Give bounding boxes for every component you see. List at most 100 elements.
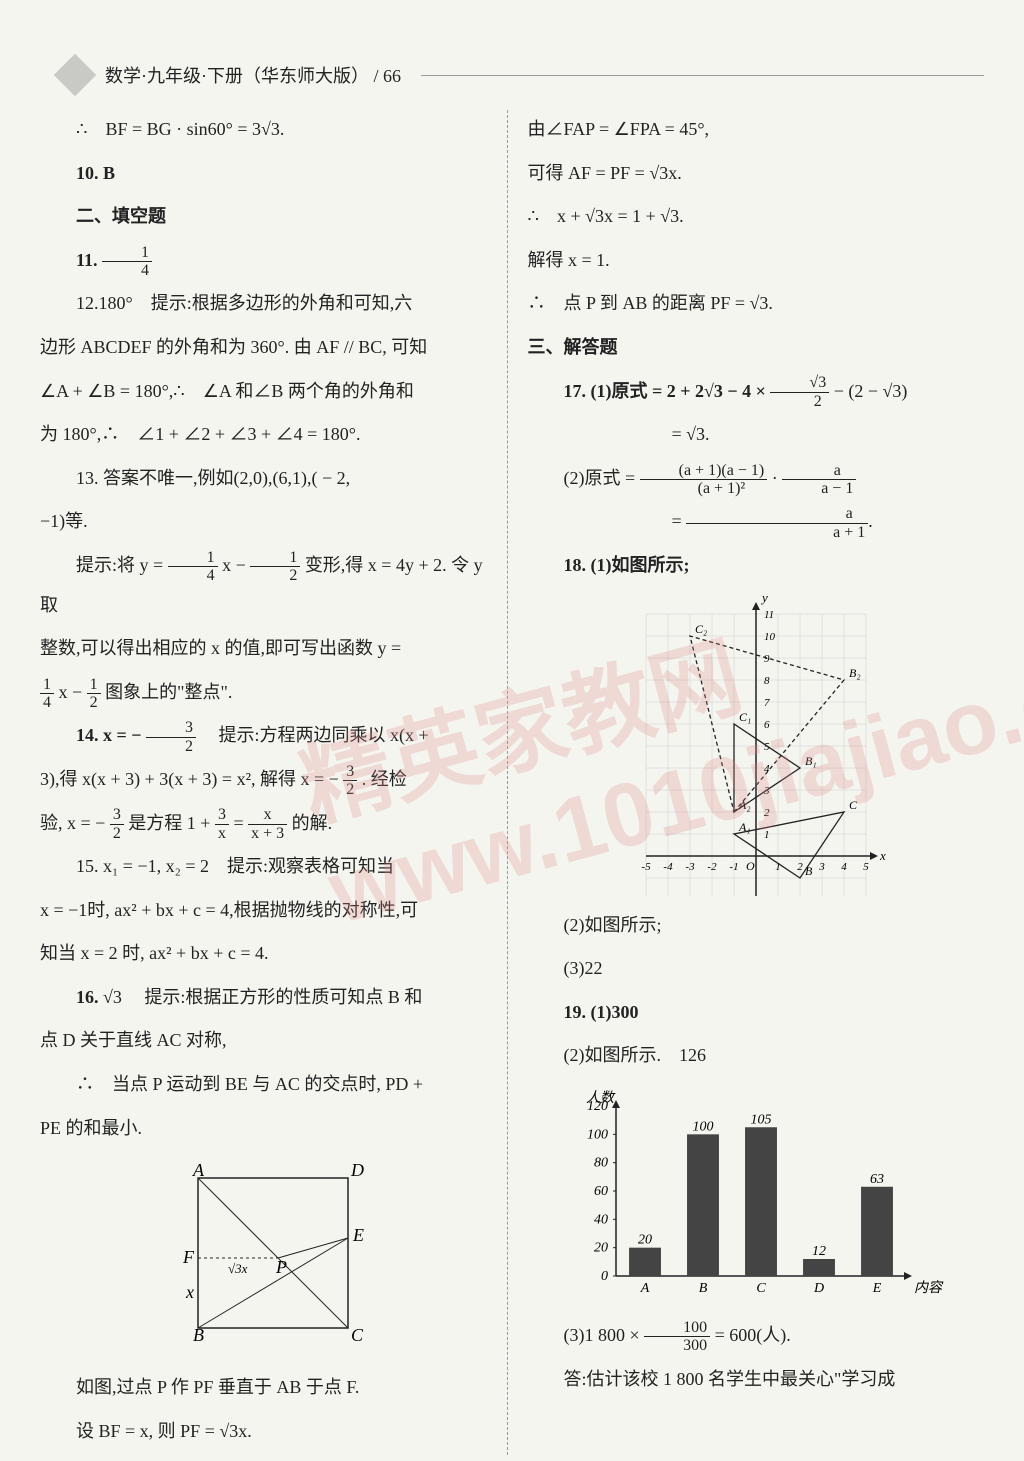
text: 边形 ABCDEF 的外角和为 360°. 由 AF // BC, 可知 — [40, 328, 497, 368]
text: 设 BF = x, 则 PF = √3x. — [40, 1412, 497, 1452]
text: · — [772, 468, 783, 488]
svg-text:A: A — [192, 1160, 205, 1180]
svg-text:-4: -4 — [663, 861, 673, 873]
text: 整数,可以得出相应的 x 的值,即可写出函数 y = — [40, 629, 497, 669]
svg-text:C: C — [756, 1281, 766, 1296]
text: −1)等. — [40, 502, 497, 542]
text: 由∠FAP = ∠FPA = 45°, — [528, 110, 985, 150]
fraction: 12 — [250, 549, 300, 585]
text: ∴ x + √3x = 1 + √3. — [528, 197, 985, 237]
svg-text:C₂: C₂ — [695, 622, 707, 636]
figure-grid: -5-4-3-2-1123451234567891011OxyA₁BCA₂B₁C… — [596, 596, 916, 896]
svg-text:100: 100 — [587, 1127, 608, 1142]
fraction: 100300 — [644, 1319, 710, 1355]
section-fill-blank: 二、填空题 — [40, 197, 497, 237]
svg-text:F: F — [182, 1247, 195, 1267]
svg-text:12: 12 — [812, 1244, 826, 1259]
fraction: 3x — [215, 806, 229, 842]
fraction: √32 — [770, 374, 829, 410]
svg-text:B₁: B₁ — [805, 754, 817, 768]
text: 答:估计该校 1 800 名学生中最关心"学习成 — [528, 1360, 985, 1400]
text: 提示:将 y = — [76, 555, 168, 575]
text: . — [280, 119, 285, 139]
svg-text:O: O — [746, 859, 755, 873]
text: 19. (1)300 — [528, 993, 985, 1033]
svg-text:-2: -2 — [707, 861, 717, 873]
fraction: aa + 1 — [686, 505, 868, 541]
text: 为 180°,∴ ∠1 + ∠2 + ∠3 + ∠4 = 180°. — [40, 415, 497, 455]
svg-text:100: 100 — [692, 1119, 713, 1134]
text: 14. x = − — [76, 725, 146, 745]
svg-text:20: 20 — [594, 1241, 608, 1256]
text: x − — [59, 682, 87, 702]
svg-text:E: E — [352, 1225, 364, 1245]
text: . 经检 — [362, 769, 407, 789]
text: (2)原式 = — [564, 468, 640, 488]
svg-text:B: B — [193, 1325, 204, 1345]
figure-bar-chart: 02040608010012020A100B105C12D63E人数内容 — [566, 1086, 946, 1306]
fraction: 32 — [146, 719, 196, 755]
text: ∴ BF = BG · sin60° = 3 — [76, 119, 261, 139]
page-header: 数学·九年级·下册（华东师大版） / 66 — [40, 60, 984, 90]
svg-text:D: D — [813, 1281, 824, 1296]
svg-text:20: 20 — [638, 1233, 652, 1248]
text: 13. 答案不唯一,例如(2,0),(6,1),( − 2, — [40, 459, 497, 499]
svg-text:B: B — [698, 1281, 707, 1296]
svg-text:2: 2 — [764, 807, 770, 819]
text: 知当 x = 2 时, ax² + bx + c = 4. — [40, 934, 497, 974]
figure-square: A D B C E F P x √3x — [158, 1158, 378, 1358]
text: 提示:根据正方形的性质可知点 B 和 — [126, 987, 422, 1007]
svg-text:5: 5 — [863, 861, 869, 873]
text: 如图,过点 P 作 PF 垂直于 AB 于点 F. — [40, 1368, 497, 1408]
fraction: 14 — [40, 676, 54, 712]
svg-text:B: B — [805, 864, 813, 878]
svg-text:2: 2 — [797, 861, 803, 873]
answer-11-label: 11. — [76, 250, 102, 270]
text: 的解. — [292, 813, 333, 833]
text: √3 — [103, 987, 122, 1007]
svg-text:人数: 人数 — [586, 1090, 616, 1106]
text: = √3. — [528, 415, 985, 455]
svg-text:P: P — [275, 1257, 287, 1277]
text: − (2 − √3) — [834, 381, 908, 401]
fraction: 32 — [343, 763, 357, 799]
text: 解得 x = 1. — [528, 241, 985, 281]
text: x − — [222, 555, 250, 575]
text: √3 — [261, 119, 280, 139]
fraction: xx + 3 — [248, 806, 287, 842]
text: 15. x₁ = −1, x₂ = 2 提示:观察表格可知当 — [40, 847, 497, 887]
text: 图象上的"整点". — [105, 682, 232, 702]
text: x = −1时, ax² + bx + c = 4,根据抛物线的对称性,可 — [40, 891, 497, 931]
svg-text:0: 0 — [601, 1269, 608, 1284]
text: 18. (1)如图所示; — [528, 546, 985, 586]
text: 17. (1)原式 = 2 + 2√3 − 4 × — [564, 381, 771, 401]
header-title: 数学·九年级·下册（华东师大版） / 66 — [105, 62, 401, 88]
text: = 600(人). — [715, 1325, 791, 1345]
text: (3)1 800 × — [564, 1325, 645, 1345]
text: 点 D 关于直线 AC 对称, — [40, 1021, 497, 1061]
text: PE 的和最小. — [40, 1109, 497, 1149]
svg-text:-5: -5 — [641, 861, 651, 873]
svg-text:40: 40 — [594, 1212, 608, 1227]
svg-text:105: 105 — [750, 1112, 771, 1127]
svg-text:60: 60 — [594, 1184, 608, 1199]
svg-text:8: 8 — [764, 675, 770, 687]
svg-text:C: C — [351, 1325, 364, 1345]
svg-text:内容: 内容 — [914, 1280, 944, 1296]
text: (2)如图所示. 126 — [528, 1036, 985, 1076]
svg-text:A: A — [639, 1281, 649, 1296]
text: ∠A + ∠B = 180°,∴ ∠A 和∠B 两个角的外角和 — [40, 372, 497, 412]
answer-10: 10. B — [40, 154, 497, 194]
text: 可得 AF = PF = √3x. — [528, 154, 985, 194]
fraction: aa − 1 — [782, 462, 856, 498]
svg-text:10: 10 — [764, 631, 776, 643]
text: ∴ 点 P 到 AB 的距离 PF = √3. — [528, 284, 985, 324]
text: 验, x = − — [40, 813, 110, 833]
svg-text:1: 1 — [764, 829, 770, 841]
svg-text:y: y — [760, 596, 768, 605]
fraction: 12 — [87, 676, 101, 712]
fraction: 14 — [168, 549, 218, 585]
svg-text:x: x — [185, 1282, 194, 1302]
svg-text:7: 7 — [764, 697, 770, 709]
header-decoration — [54, 54, 96, 96]
